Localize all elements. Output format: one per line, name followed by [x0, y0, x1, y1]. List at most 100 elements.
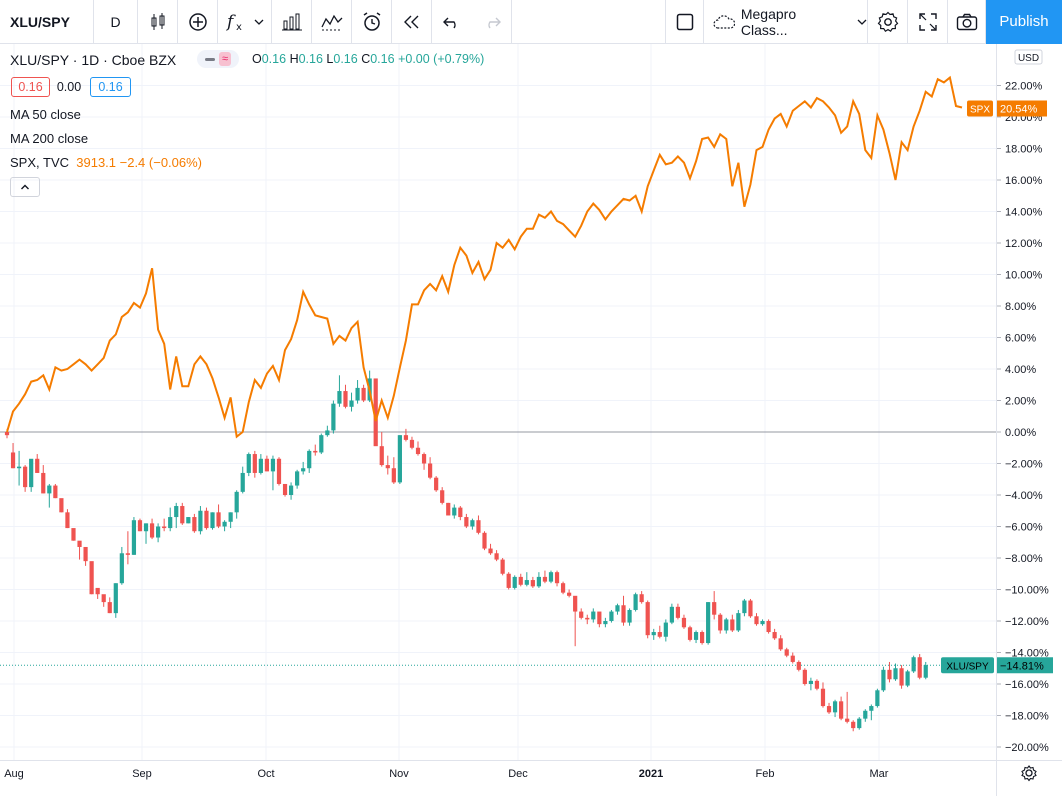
study-ma50[interactable]: MA 50 close: [10, 107, 81, 122]
candle-body: [276, 458, 282, 484]
candle-body: [361, 387, 366, 401]
candle-body: [603, 621, 608, 625]
candle-body: [288, 485, 294, 495]
candle-body: [772, 632, 777, 639]
series-status-pill[interactable]: ≈: [197, 50, 239, 68]
candle-body: [687, 627, 693, 640]
candle-body: [77, 540, 82, 547]
save-layout-dropdown[interactable]: Megapro Class...: [704, 0, 868, 44]
candle-body: [615, 605, 620, 612]
approx-icon: ≈: [218, 52, 232, 66]
price-axis[interactable]: [997, 44, 1062, 760]
rewind-icon: [403, 15, 418, 28]
candle-body: [881, 669, 886, 691]
change-value: +0.00 (+0.79%): [398, 52, 485, 66]
candle-body: [53, 485, 58, 499]
xlu-tag-value: −14.81%: [1000, 660, 1044, 672]
candle-body: [47, 485, 52, 494]
replay-button[interactable]: [392, 0, 432, 44]
time-tick-label: Feb: [756, 768, 775, 780]
candle-body: [149, 523, 155, 538]
candle-body: [252, 454, 257, 473]
candle-body: [319, 435, 324, 453]
price-tick-label: −2.00%: [1005, 459, 1043, 471]
candle-body: [609, 611, 614, 621]
series-title[interactable]: XLU/SPY · 1D · Cboe BZX: [10, 52, 177, 68]
indicator-templates-icon: [320, 14, 342, 30]
candle-body: [65, 512, 70, 529]
candle-body: [766, 621, 771, 633]
candle-body: [730, 619, 735, 631]
candle-body: [802, 669, 807, 684]
spx-tag-name: SPX: [970, 104, 990, 115]
candle-body: [784, 649, 789, 656]
candle-body: [500, 559, 505, 574]
legend-collapse-button[interactable]: [10, 177, 40, 197]
candle-body: [742, 600, 747, 614]
candle-body: [512, 576, 517, 588]
layout-button[interactable]: [666, 0, 704, 44]
compare-symbol-button[interactable]: [178, 0, 218, 44]
candle-body: [790, 655, 795, 662]
chart-style-button[interactable]: [138, 0, 178, 44]
candle-body: [440, 490, 445, 503]
interval-button[interactable]: D: [94, 0, 138, 44]
snapshot-button[interactable]: [948, 0, 986, 44]
candle-body: [548, 572, 554, 582]
toolbar-spacer: [512, 0, 666, 44]
price-tick-label: −8.00%: [1005, 553, 1043, 565]
candle-body: [585, 617, 590, 620]
ask-button[interactable]: 0.16: [90, 77, 131, 97]
candle-body: [415, 447, 421, 455]
price-axis-ticks: 22.00%20.00%18.00%16.00%14.00%12.00%10.0…: [997, 81, 1049, 754]
price-tick-label: −16.00%: [1005, 679, 1049, 691]
price-tick-label: 18.00%: [1005, 144, 1043, 156]
candle-body: [814, 680, 820, 689]
price-tick-label: 4.00%: [1005, 364, 1036, 376]
time-axis-ticks: Aug Sep Oct Nov Dec 2021 Feb Mar: [4, 768, 889, 780]
undo-icon: [443, 17, 456, 28]
candle-body: [331, 403, 336, 431]
templates-button[interactable]: [312, 0, 352, 44]
price-tick-label: 12.00%: [1005, 238, 1043, 250]
axis-settings-button[interactable]: [1021, 765, 1037, 782]
low-label: L: [326, 52, 334, 66]
redo-button[interactable]: [472, 0, 512, 44]
candle-body: [693, 632, 699, 640]
candle-body: [917, 657, 922, 678]
fullscreen-icon: [918, 12, 937, 31]
candle-body: [234, 491, 239, 513]
candle-body: [349, 400, 354, 407]
candle-body: [754, 616, 759, 625]
time-axis[interactable]: [0, 761, 996, 796]
time-tick-label: Sep: [132, 768, 152, 780]
close-label: C: [361, 52, 371, 66]
alert-button[interactable]: [352, 0, 392, 44]
candle-body: [778, 638, 783, 650]
candle-body: [162, 526, 167, 529]
study-compare-spx[interactable]: SPX, TVC 3913.1 −2.4 (−0.06%): [10, 155, 202, 170]
settings-button[interactable]: [868, 0, 908, 44]
candle-body: [530, 580, 535, 587]
camera-icon: [956, 13, 977, 30]
candle-body: [71, 528, 76, 541]
compare-value: 3913.1 −2.4 (−0.06%): [76, 155, 203, 170]
high-value: 0.16: [298, 52, 323, 66]
fullscreen-button[interactable]: [908, 0, 948, 44]
candle-body: [325, 430, 330, 436]
candle-body: [905, 671, 910, 686]
minus-icon: [204, 57, 215, 61]
undo-button[interactable]: [432, 0, 472, 44]
candle-body: [35, 458, 40, 473]
bid-button[interactable]: 0.16: [11, 77, 50, 97]
publish-button[interactable]: Publish: [986, 0, 1062, 44]
study-ma200[interactable]: MA 200 close: [10, 131, 89, 146]
candle-body: [724, 619, 729, 631]
financials-button[interactable]: [272, 0, 312, 44]
symbol-search-button[interactable]: XLU/SPY: [0, 0, 94, 44]
spx-last-value-tag: SPX 20.54%: [967, 100, 1047, 117]
chart-canvas[interactable]: 22.00%20.00%18.00%16.00%14.00%12.00%10.0…: [0, 44, 1062, 796]
candle-body: [808, 680, 813, 684]
candle-body: [560, 583, 566, 593]
